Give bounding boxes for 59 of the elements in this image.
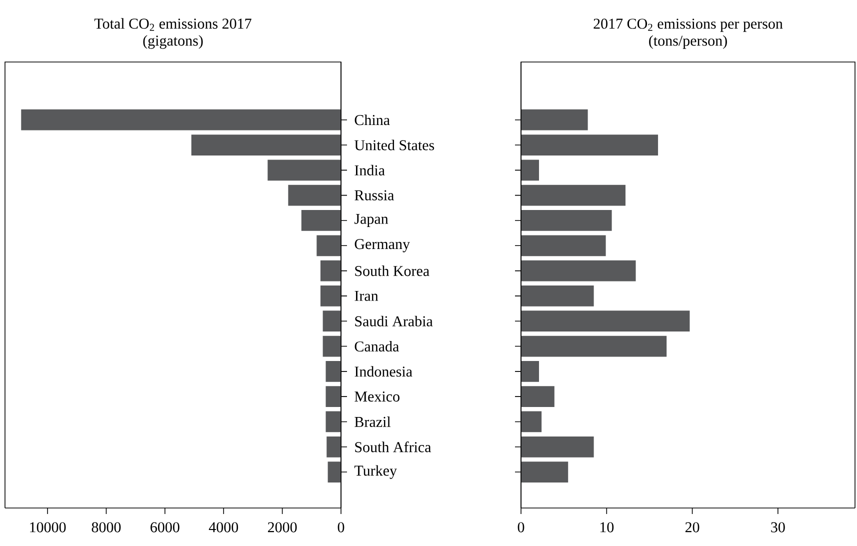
chart-subtitle: (gigatons)	[143, 35, 203, 49]
bar	[521, 411, 542, 432]
chart-title: Total CO$_{2}$ emissions 2017	[94, 18, 252, 31]
bar	[326, 436, 341, 458]
y-tick-label: South Korea	[355, 266, 430, 276]
y-tick-label: China	[354, 114, 390, 126]
bar	[268, 160, 341, 181]
bar	[521, 386, 554, 408]
y-tick-label: Saudi Arabia	[355, 316, 433, 326]
bar	[21, 109, 341, 130]
y-tick-label: Germany	[354, 239, 410, 252]
bar	[521, 310, 690, 332]
bar	[521, 210, 612, 231]
x-tick-label: 20	[685, 522, 700, 532]
y-tick-label: Turkey	[354, 465, 397, 479]
bar	[521, 286, 594, 306]
chart-title: 2017 CO$_{2}$ emissions per person	[594, 18, 783, 32]
bar	[316, 235, 341, 256]
bar	[320, 260, 341, 282]
bar	[320, 286, 341, 306]
x-tick-label: 4000	[208, 522, 238, 532]
bar	[326, 411, 341, 432]
bar	[301, 210, 341, 231]
bar	[521, 462, 568, 482]
y-tick-label: Indonesia	[354, 366, 412, 377]
x-tick-label: 0	[518, 522, 524, 532]
bar	[328, 462, 341, 482]
bar	[521, 160, 539, 181]
y-tick-label: United States	[354, 140, 434, 150]
bar	[191, 134, 341, 156]
y-tick-label: Japan	[354, 214, 388, 227]
bar	[521, 260, 636, 282]
x-tick-label: 6000	[150, 522, 180, 532]
bar	[521, 235, 606, 256]
bar	[326, 386, 341, 408]
y-tick-label: Russia	[354, 190, 394, 200]
bar	[521, 336, 667, 357]
y-tick-label: Brazil	[354, 416, 391, 427]
y-tick-label: India	[354, 164, 385, 176]
bar	[288, 184, 341, 206]
y-tick-label: Canada	[354, 340, 399, 352]
chart-subtitle: (tons/person)	[649, 35, 727, 49]
x-tick-label: 8000	[92, 522, 121, 532]
bar	[521, 360, 539, 382]
y-tick-label: South Africa	[355, 442, 432, 452]
bar	[521, 184, 626, 206]
bar	[322, 310, 341, 332]
y-tick-label: Mexico	[354, 392, 400, 402]
bar	[326, 360, 341, 382]
x-tick-label: 0	[338, 522, 344, 532]
bar	[521, 134, 658, 156]
x-tick-label: 10000	[30, 522, 66, 532]
bar	[322, 336, 341, 357]
x-tick-label: 10	[600, 522, 614, 532]
x-tick-label: 30	[771, 522, 785, 532]
y-tick-label: Iran	[354, 290, 378, 301]
bar	[521, 436, 594, 458]
x-tick-label: 2000	[268, 522, 297, 532]
bar	[521, 109, 588, 130]
